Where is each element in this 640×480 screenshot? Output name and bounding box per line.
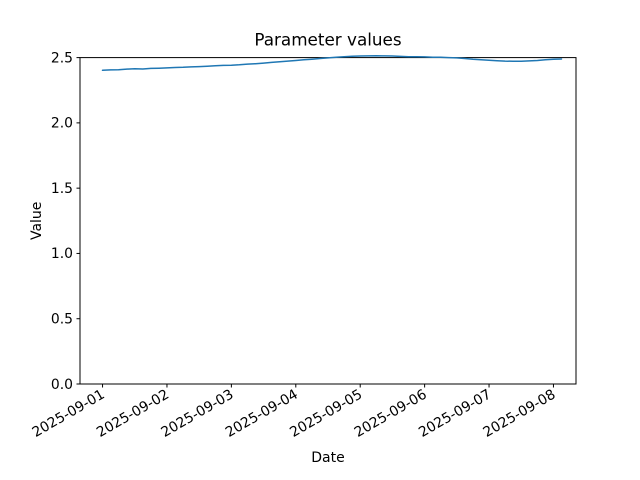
- y-tick-label: 1.0: [51, 246, 73, 262]
- y-tick-label: 2.5: [51, 50, 73, 66]
- chart-title: Parameter values: [254, 30, 401, 50]
- y-tick-label: 0.5: [51, 312, 73, 328]
- y-tick-label: 2.0: [51, 116, 73, 132]
- x-axis-label: Date: [311, 450, 344, 466]
- series-line-parameter-values: [101, 55, 563, 72]
- y-axis-ticks: 0.0 0.5 1.0 1.5 2.0 2.5: [51, 50, 80, 393]
- y-axis-label: Value: [29, 202, 45, 240]
- y-tick-label: 0.0: [51, 377, 73, 393]
- y-tick-label: 1.5: [51, 181, 73, 197]
- series-group: [101, 55, 563, 72]
